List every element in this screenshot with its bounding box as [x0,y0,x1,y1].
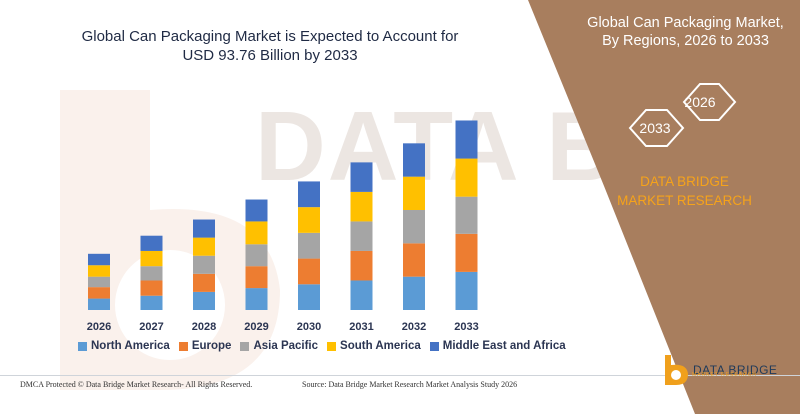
bar-2031-series-4 [350,162,373,192]
bar-2029-series-1 [245,266,268,289]
bar-2030-series-2 [298,232,320,259]
chart-legend: North America Europe Asia Pacific South Ame… [78,340,566,352]
footer-divider [0,375,800,376]
footer-source: Source: Data Bridge Market Research Mark… [302,380,518,389]
x-tick-label: 2026 [87,321,111,333]
bar-2027-series-2 [140,266,163,281]
bar-2032-series-2 [403,210,425,244]
bar-2033-series-1 [455,233,478,272]
brand-logo-text: DATA BRIDGE [693,363,778,377]
bar-2027-series-3 [140,250,163,267]
bar-2031-series-1 [350,250,373,281]
bar-2026-series-2 [88,276,110,288]
legend-swatch [240,341,250,351]
bar-2028-series-2 [193,255,215,274]
bar-2029-series-3 [245,221,268,245]
bar-2030-series-0 [298,284,320,310]
bar-2031-series-3 [350,191,373,222]
x-tick-label: 2032 [402,321,426,333]
legend-swatch [327,341,337,351]
panel-title: Global Can Packaging Market, By Regions,… [587,15,784,49]
chart-title: Global Can Packaging Market is Expected … [81,28,459,64]
bar-2026-series-0 [88,298,110,310]
x-tick-label: 2027 [139,321,163,333]
bar-2028-series-1 [193,273,215,292]
bar-2028-series-3 [193,237,215,256]
bar-2033-series-0 [455,271,478,310]
bar-2032-series-4 [403,143,425,177]
legend-item: South America [327,340,421,352]
bar-2026-series-4 [88,253,110,266]
legend-label: North America [91,340,170,352]
bar-2032-series-0 [403,276,425,310]
bar-2030-series-3 [298,207,320,233]
bar-2027-series-0 [140,295,163,310]
brand-logo: DATA BRIDGE [663,355,777,385]
legend-label: Middle East and Africa [442,340,566,352]
brand-logo-icon [665,355,688,385]
bar-2033-series-2 [455,196,478,234]
bar-2029-series-4 [245,199,268,222]
footer-copyright: DMCA Protected © Data Bridge Market Rese… [20,380,253,389]
x-tick-label: 2030 [297,321,321,333]
bar-2027-series-1 [140,280,163,296]
x-tick-label: 2031 [349,321,373,333]
bar-2032-series-3 [403,176,425,210]
hex-label-2026: 2026 [684,94,716,110]
brand-name: DATA BRIDGE MARKET RESEARCH [617,174,752,208]
legend-item: Asia Pacific [240,340,318,352]
bar-2026-series-1 [88,287,110,299]
legend-label: Europe [191,340,232,352]
bar-2026-series-3 [88,265,110,277]
legend-item: North America [78,340,170,352]
bar-2032-series-1 [403,243,425,277]
legend-label: Asia Pacific [253,340,319,352]
bar-2031-series-2 [350,221,373,251]
bar-2029-series-2 [245,244,268,267]
legend-swatch [178,341,188,351]
x-tick-label: 2033 [454,321,478,333]
bar-2027-series-4 [140,235,163,251]
legend-swatch [78,341,87,351]
bar-2030-series-4 [298,181,320,208]
bar-2033-series-4 [455,120,478,159]
brand-logo-subtext: MARKET RESEARCH [692,372,757,378]
bar-2031-series-0 [350,280,373,310]
bar-2028-series-4 [193,219,215,238]
legend-item: Middle East and Africa [429,340,566,352]
x-tick-label: 2029 [244,321,268,333]
legend-swatch [429,341,439,351]
x-tick-label: 2028 [192,321,216,333]
bar-2033-series-3 [455,158,478,197]
bar-2029-series-0 [245,288,268,310]
legend-label: South America [340,340,421,352]
legend-item: Europe [178,340,232,352]
hex-label-2033: 2033 [639,120,671,136]
bar-2030-series-1 [298,258,320,285]
bar-2028-series-0 [193,291,215,310]
